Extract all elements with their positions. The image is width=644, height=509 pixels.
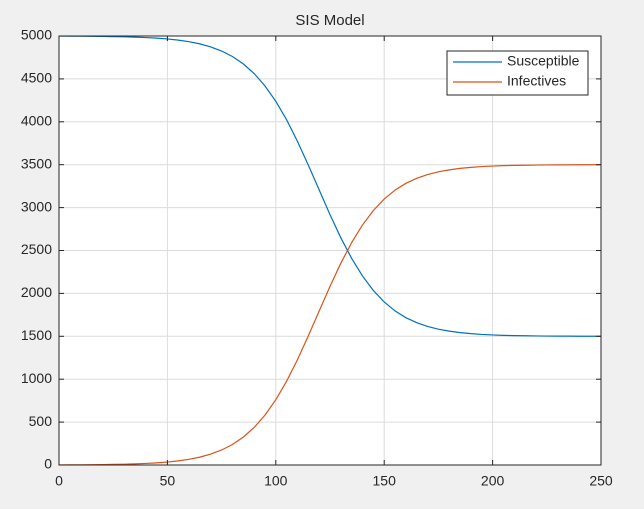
- x-tick-label: 100: [264, 473, 288, 489]
- lines: [58, 35, 601, 466]
- y-tick-label: 1500: [21, 327, 52, 343]
- chart-title: SIS Model: [295, 12, 364, 29]
- y-tick-label: 4500: [21, 70, 52, 86]
- x-tick-label: 150: [373, 473, 397, 489]
- grid: [58, 35, 602, 466]
- legend-label: Infectives: [507, 73, 566, 89]
- ticks: 0 50 100 150 200 2500500100015002000250030003…: [21, 27, 613, 489]
- legend-label: Susceptible: [507, 53, 580, 69]
- y-tick-label: 3500: [21, 155, 52, 171]
- y-tick-label: 5000: [21, 27, 52, 43]
- x-tick-label: 50: [160, 473, 176, 489]
- y-tick-label: 2000: [21, 284, 52, 300]
- legend: Susceptible Infectives: [446, 50, 589, 96]
- y-tick-label: 3000: [21, 198, 52, 214]
- x-tick-label: 250: [589, 473, 613, 489]
- x-tick-label: 200: [481, 473, 505, 489]
- x-tick-label: 0: [55, 473, 63, 489]
- series-line: [58, 164, 601, 466]
- y-tick-label: 0: [44, 456, 52, 472]
- legend-box: [446, 50, 589, 96]
- y-tick-label: 4000: [21, 113, 52, 129]
- series-line: [58, 35, 601, 337]
- y-tick-label: 500: [29, 413, 53, 429]
- y-tick-label: 2500: [21, 241, 52, 257]
- y-tick-label: 1000: [21, 370, 52, 386]
